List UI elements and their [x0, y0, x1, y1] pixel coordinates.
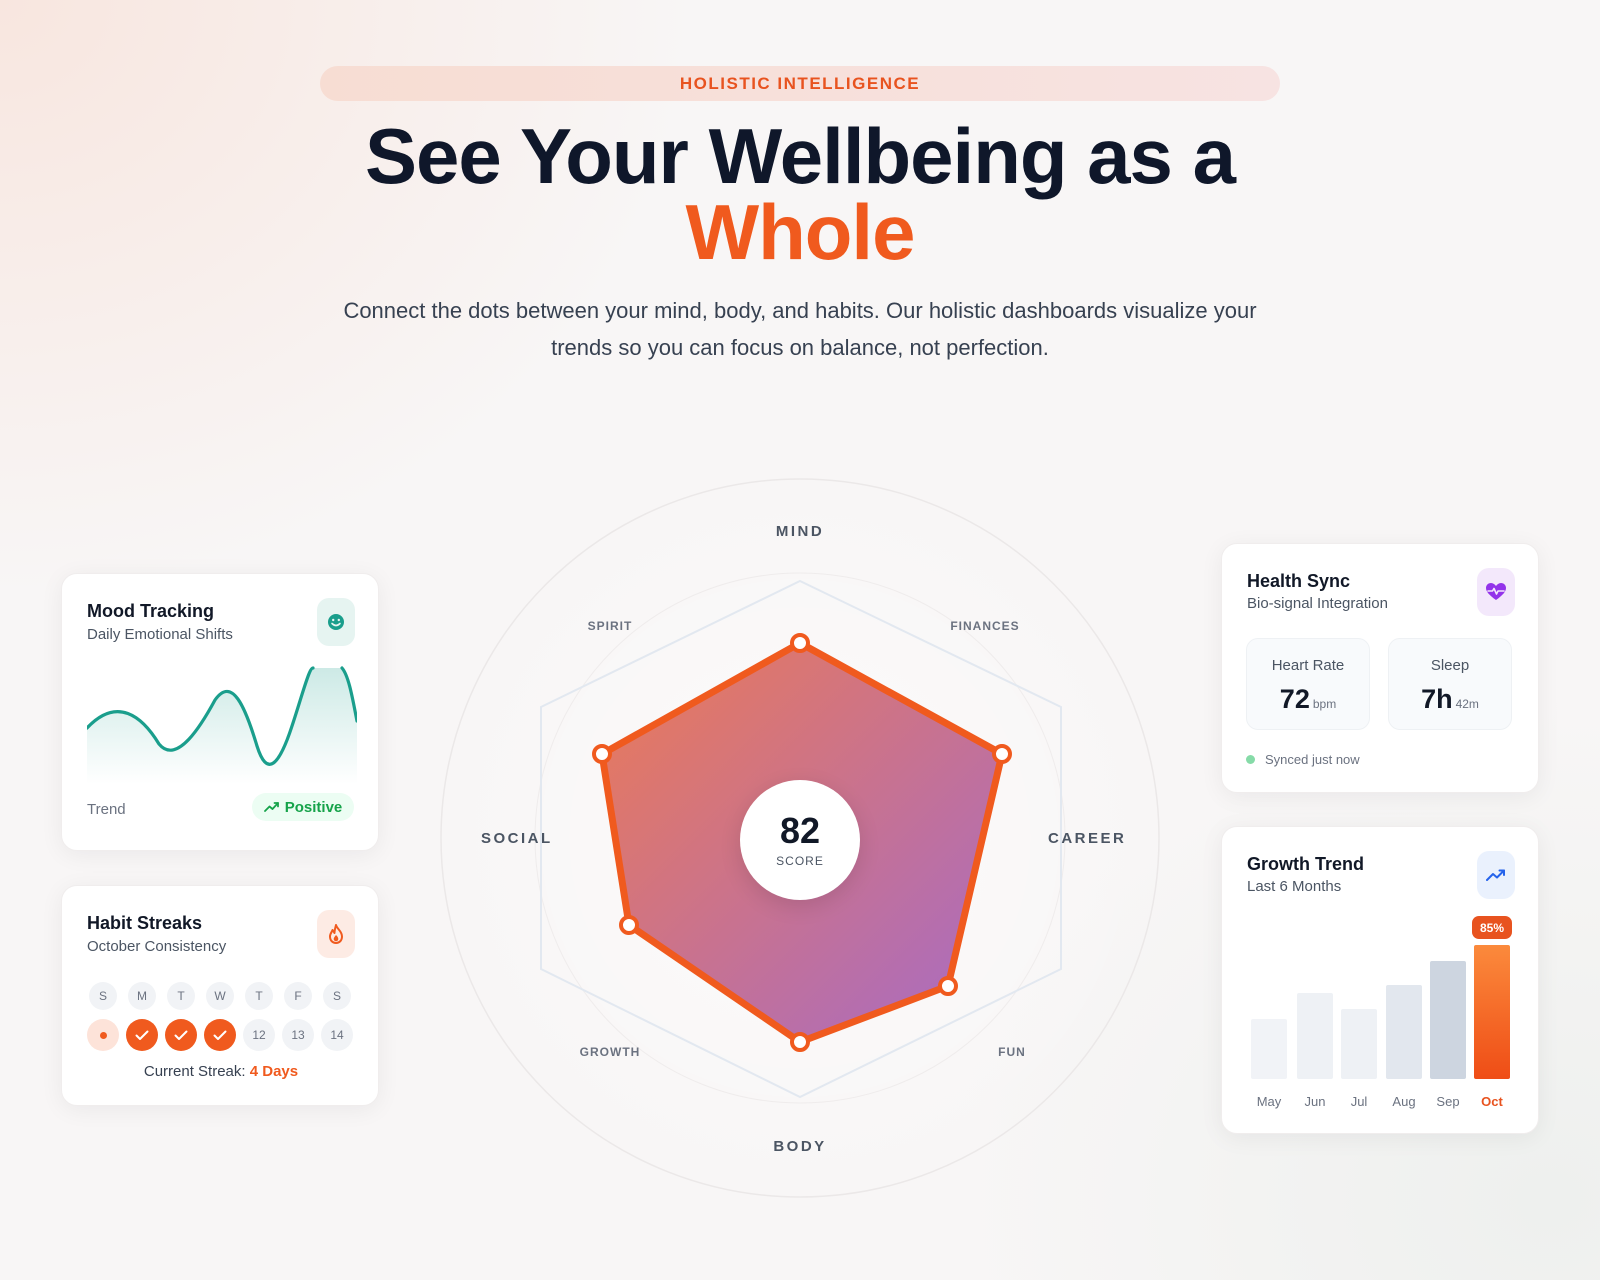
- streak-summary: Current Streak: 4 Days: [62, 1063, 380, 1080]
- growth-bar-may[interactable]: [1251, 1019, 1287, 1079]
- day-cell-done[interactable]: [165, 1019, 197, 1051]
- sleep-unit: 42m: [1455, 697, 1479, 711]
- growth-month-label: Jun: [1304, 1094, 1326, 1109]
- growth-card-subtitle: Last 6 Months: [1247, 878, 1342, 895]
- day-cell-done[interactable]: [204, 1019, 236, 1051]
- mood-tracking-card[interactable]: Mood Tracking Daily Emotional Shifts Tre…: [61, 573, 379, 851]
- axis-spirit: SPIRIT: [587, 619, 633, 633]
- smile-icon: [317, 598, 355, 646]
- growth-card-title: Growth Trend: [1247, 854, 1364, 874]
- axis-career: CAREER: [1048, 830, 1127, 847]
- score-value: 82: [779, 810, 821, 851]
- score-label: SCORE: [776, 854, 824, 868]
- check-icon: [174, 1030, 188, 1040]
- page-title: See Your Wellbeing as a Whole: [0, 117, 1600, 276]
- growth-highlight-badge: 85%: [1472, 916, 1512, 939]
- weekday-label: S: [89, 982, 117, 1010]
- heart-rate-metric[interactable]: Heart Rate 72 bpm: [1246, 638, 1370, 730]
- mood-card-title: Mood Tracking: [87, 601, 215, 621]
- check-icon: [213, 1030, 227, 1040]
- growth-month-label: Oct: [1481, 1094, 1503, 1109]
- day-cell-today[interactable]: [87, 1019, 119, 1051]
- trend-up-small-icon: [263, 802, 279, 812]
- page-description: Connect the dots between your mind, body…: [343, 298, 1257, 360]
- axis-finances: FINANCES: [950, 619, 1020, 633]
- weekday-label: S: [323, 982, 351, 1010]
- eyebrow-text: HOLISTIC INTELLIGENCE: [679, 73, 921, 93]
- heart-rate-unit: bpm: [1312, 697, 1337, 711]
- eyebrow-pill: HOLISTIC INTELLIGENCE: [320, 66, 1280, 101]
- page-title-line1: See Your Wellbeing as a: [364, 112, 1236, 200]
- growth-month-label: Sep: [1436, 1094, 1460, 1109]
- today-dot-icon: [99, 1031, 107, 1039]
- mood-trend-badge: Positive: [252, 793, 354, 821]
- weekday-label: M: [128, 982, 156, 1010]
- day-cell-future[interactable]: 12: [243, 1019, 275, 1051]
- growth-month-label: Aug: [1392, 1094, 1416, 1109]
- growth-bar-jul[interactable]: [1341, 1009, 1377, 1079]
- weekday-label: W: [206, 982, 234, 1010]
- trend-up-icon: [1477, 851, 1515, 899]
- sleep-value-row: 7h 42m: [1389, 684, 1511, 715]
- growth-bar-aug[interactable]: [1386, 985, 1422, 1079]
- mood-trend-value: Positive: [284, 798, 343, 816]
- habit-streaks-card[interactable]: Habit Streaks October Consistency S M T …: [61, 885, 379, 1106]
- streak-value: 4 Days: [249, 1063, 299, 1080]
- sync-status-text: Synced just now: [1265, 752, 1360, 767]
- heart-rate-value: 72: [1279, 684, 1310, 714]
- growth-month-label: May: [1256, 1094, 1282, 1109]
- day-cell-done[interactable]: [126, 1019, 158, 1051]
- heart-rate-value-row: 72 bpm: [1247, 684, 1369, 715]
- sleep-value: 7h: [1421, 684, 1453, 714]
- growth-bar-oct[interactable]: [1474, 945, 1510, 1079]
- mood-wave-chart: [87, 666, 357, 784]
- axis-body: BODY: [773, 1138, 827, 1155]
- heart-rate-label: Heart Rate: [1271, 657, 1345, 674]
- check-icon: [135, 1030, 149, 1040]
- mood-trend-label: Trend: [87, 801, 126, 818]
- flame-icon: [317, 910, 355, 958]
- axis-growth: GROWTH: [579, 1045, 641, 1059]
- day-cell-future[interactable]: 13: [282, 1019, 314, 1051]
- page-title-accent: Whole: [685, 188, 916, 276]
- axis-fun: FUN: [998, 1045, 1026, 1059]
- habit-card-title: Habit Streaks: [87, 913, 203, 933]
- growth-bar-jun[interactable]: [1297, 993, 1333, 1079]
- weekday-label: T: [245, 982, 273, 1010]
- habit-card-subtitle: October Consistency: [87, 938, 227, 955]
- sleep-label: Sleep: [1430, 657, 1470, 674]
- mood-card-subtitle: Daily Emotional Shifts: [87, 626, 233, 643]
- streak-label: Current Streak:: [143, 1063, 246, 1080]
- heart-pulse-icon: [1477, 568, 1515, 616]
- sleep-metric[interactable]: Sleep 7h 42m: [1388, 638, 1512, 730]
- weekday-label: F: [284, 982, 312, 1010]
- weekday-label: T: [167, 982, 195, 1010]
- growth-month-label: Jul: [1350, 1094, 1368, 1109]
- day-cell-future[interactable]: 14: [321, 1019, 353, 1051]
- score-badge[interactable]: 82 SCORE: [740, 780, 860, 900]
- sync-status: Synced just now: [1246, 752, 1360, 767]
- status-dot-icon: [1246, 755, 1255, 764]
- health-card-title: Health Sync: [1247, 571, 1351, 591]
- axis-social: SOCIAL: [481, 830, 553, 847]
- axis-mind: MIND: [775, 523, 825, 540]
- growth-bar-sep[interactable]: [1430, 961, 1466, 1079]
- health-card-subtitle: Bio-signal Integration: [1247, 595, 1388, 612]
